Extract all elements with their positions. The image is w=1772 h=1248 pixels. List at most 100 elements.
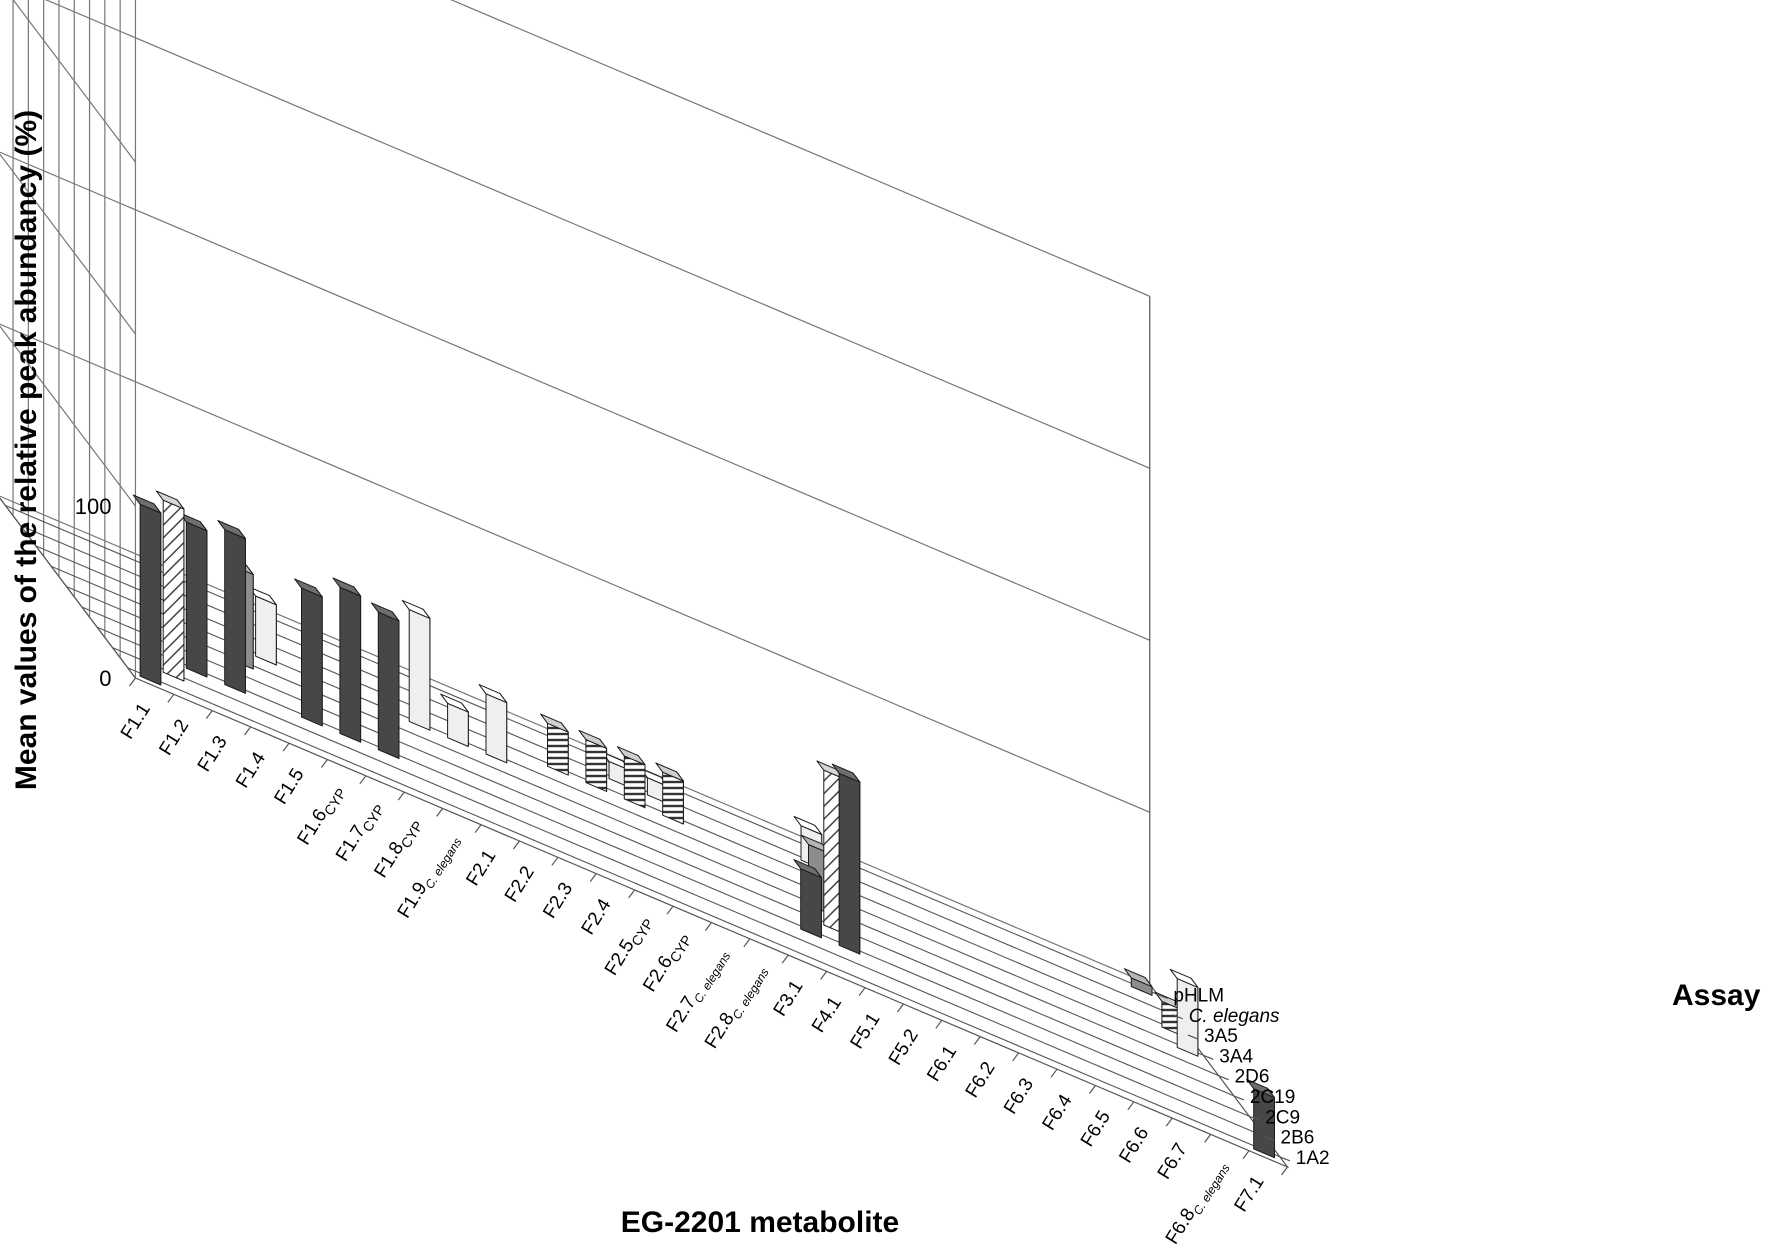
bar-2c9-F1.7	[332, 577, 362, 743]
bar-2c9-F1.4	[217, 520, 246, 694]
category-tick	[1242, 1150, 1250, 1160]
category-label: F6.7	[1154, 1140, 1192, 1183]
category-tick	[704, 922, 712, 931]
series-row-line	[81, 606, 1235, 1097]
category-label: F7.1	[1231, 1172, 1269, 1215]
series-label: 1A2	[1296, 1148, 1330, 1169]
bar-front	[301, 587, 323, 727]
bar-3a4-F2.2	[440, 693, 469, 747]
bar-top	[1123, 968, 1153, 988]
category-label: F6.6	[1115, 1124, 1153, 1167]
category-label-base: F5.2	[885, 1026, 923, 1069]
series-tick	[1203, 1054, 1214, 1060]
category-tick	[973, 1036, 981, 1045]
bar-2c9-F5.1	[831, 763, 861, 955]
category-tick	[1050, 1068, 1058, 1078]
y-tick-label: 100	[75, 494, 112, 519]
category-tick	[589, 873, 597, 882]
value-gridline	[450, 0, 1151, 297]
series-row-line	[51, 565, 1204, 1056]
category-tick	[896, 1003, 904, 1013]
bar-1a2-F1.1	[132, 494, 162, 686]
bar-front	[408, 609, 431, 731]
category-label: F1.2	[155, 716, 193, 759]
category-tick	[666, 905, 674, 915]
category-label: F5.2	[885, 1026, 923, 1069]
bar-3a5-F2.5	[540, 713, 569, 776]
bar-front	[255, 595, 277, 666]
category-label-subscript: C. elegans	[422, 835, 464, 891]
category-tick	[858, 987, 866, 997]
category-tick	[628, 889, 636, 899]
category-label-subscript: C. elegans	[1190, 1161, 1232, 1217]
category-tick	[244, 726, 252, 736]
series-label: 2C9	[1265, 1107, 1300, 1128]
category-tick	[320, 759, 328, 768]
category-label: F4.1	[808, 993, 846, 1036]
category-label: F1.3	[194, 732, 232, 775]
bar-top	[655, 762, 684, 782]
series-tick	[1172, 1014, 1183, 1020]
series-row-line	[112, 647, 1265, 1138]
bar-top	[578, 729, 608, 749]
z-axis-title: Assay	[1672, 979, 1761, 1012]
y-axis-title: Mean values of the relative peak abundan…	[10, 110, 43, 790]
category-tick	[1280, 1166, 1288, 1176]
bar-top	[478, 684, 508, 704]
category-label-base: F6.6	[1115, 1124, 1153, 1167]
series-tick	[1218, 1075, 1229, 1081]
series-row-line	[96, 626, 1250, 1117]
category-label: F2.1	[462, 846, 500, 889]
category-label-base: F2.4	[578, 895, 616, 939]
category-tick	[167, 693, 175, 703]
bars	[132, 490, 1275, 1159]
bar-top	[831, 763, 861, 783]
category-tick	[474, 824, 482, 834]
category-label-base: F1.2	[155, 716, 193, 759]
category-label: F6.3	[1000, 1075, 1038, 1118]
series-label: 2B6	[1281, 1128, 1315, 1149]
series-label: C. elegans	[1189, 1006, 1280, 1027]
bar-1a2-F7.1	[1246, 1079, 1275, 1159]
bar-top	[332, 577, 362, 597]
series-label: pHLM	[1173, 985, 1224, 1006]
bar-2c9-F1.3	[178, 512, 208, 678]
bar-3a4-F2.1	[401, 599, 431, 731]
category-label-base: F1.5	[271, 765, 309, 808]
bar-top	[616, 746, 646, 766]
bar-top	[155, 490, 185, 510]
category-label: F5.1	[847, 1009, 885, 1052]
bar-2b6-F1.2	[155, 490, 185, 682]
category-label-base: F2.1	[462, 846, 500, 889]
category-tick	[205, 710, 213, 719]
category-tick	[512, 840, 520, 850]
category-label-base: F2.3	[539, 879, 577, 922]
bar-2c9-F1.6	[294, 578, 323, 727]
bar-3a5-F2.8	[655, 762, 684, 825]
series-label: 3A4	[1219, 1046, 1253, 1067]
bar-top	[801, 834, 830, 854]
bar-front	[139, 503, 162, 686]
bar-3a5-F2.7	[616, 746, 646, 809]
category-label-subscript: CYP	[397, 818, 426, 851]
category-tick	[1165, 1117, 1173, 1127]
category-tick	[781, 954, 789, 964]
bar-top	[132, 494, 162, 514]
series-label: 3A5	[1204, 1026, 1238, 1047]
category-label: F2.2	[501, 863, 539, 906]
category-label: F1.4	[232, 748, 270, 792]
category-label-subscript: CYP	[628, 916, 657, 949]
bar-phlm-F7.1	[1123, 968, 1153, 996]
bar-3a5-F2.6	[578, 729, 608, 792]
series-tick	[1233, 1095, 1245, 1101]
category-label: F3.1	[770, 977, 808, 1020]
bar-top	[793, 859, 822, 879]
bar-3a4-F2.3	[478, 684, 508, 764]
bar-front	[185, 521, 208, 678]
bar-top	[793, 816, 823, 835]
category-tick	[397, 791, 405, 801]
bar-top	[540, 713, 569, 733]
category-label-base: F1.3	[194, 732, 232, 775]
category-label-base: F7.1	[1231, 1172, 1269, 1215]
